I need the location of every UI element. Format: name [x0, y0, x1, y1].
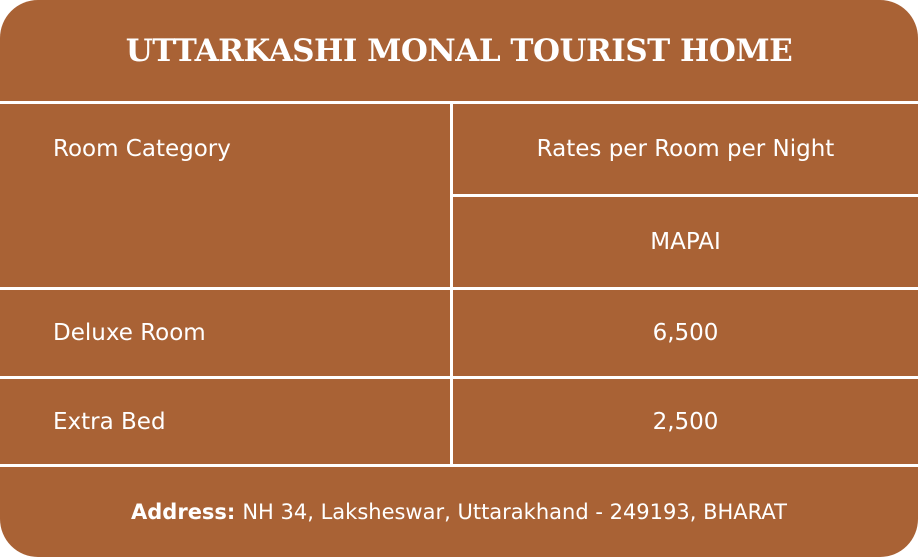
table-row-rate: 2,500 [652, 409, 719, 435]
subheader-mapai: MAPAI [650, 229, 721, 255]
divider-under-row-2 [0, 464, 918, 467]
address-label: Address: [131, 499, 236, 524]
divider-under-row-1 [0, 376, 918, 379]
address-text: NH 34, Laksheswar, Uttarakhand - 249193,… [242, 499, 787, 524]
header-rates: Rates per Room per Night [536, 136, 835, 162]
table-row-rate: 6,500 [652, 320, 719, 346]
column-divider [450, 101, 453, 467]
table-row-category: Deluxe Room [53, 320, 206, 346]
table-row-category: Extra Bed [53, 409, 166, 435]
divider-under-rates-header [451, 194, 918, 197]
divider-under-header [0, 287, 918, 290]
header-room-category: Room Category [53, 136, 231, 162]
divider-under-title [0, 101, 918, 104]
card-title: UTTARKASHI MONAL TOURIST HOME [125, 33, 793, 69]
address-line: Address: NH 34, Laksheswar, Uttarakhand … [0, 466, 918, 557]
